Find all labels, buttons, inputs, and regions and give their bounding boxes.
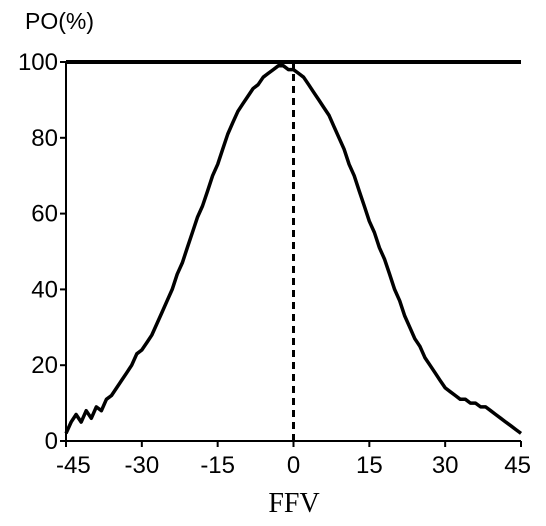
y-tick-label: 20 [31,352,58,379]
series-line [64,64,523,435]
y-tick-label: 80 [31,125,58,152]
x-tick-label: 45 [504,452,531,479]
y-tick-label: 60 [31,201,58,228]
axis-ticks [60,61,522,447]
x-tick-label: -15 [200,452,235,479]
tick-labels: 0 20 40 60 80 100 -45 -30 -15 0 15 30 45 [18,49,531,479]
x-tick-label: -45 [56,452,91,479]
y-tick-label: 100 [18,49,58,76]
x-tick-label: 30 [432,452,459,479]
plot-area [60,60,523,447]
y-tick-label: 40 [31,276,58,303]
x-tick-label: 15 [356,452,383,479]
x-tick-label: 0 [287,452,300,479]
x-axis-title: FFV [268,488,319,519]
x-tick-label: -30 [124,452,159,479]
y-axis-title: PO(%) [25,8,94,34]
y-tick-label: 0 [45,428,58,455]
